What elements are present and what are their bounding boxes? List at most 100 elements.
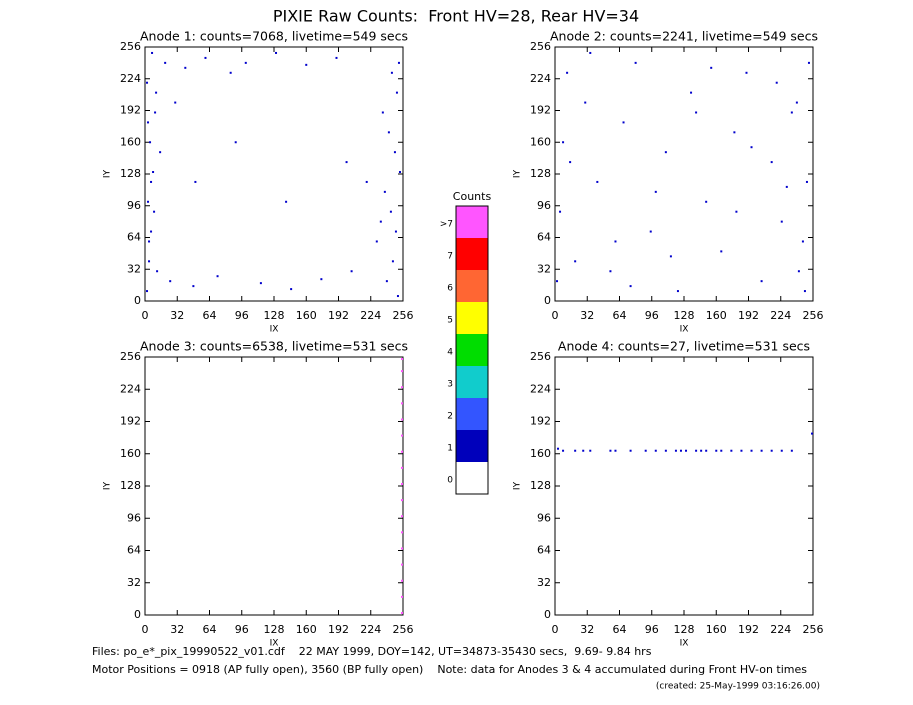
x-tick-label: 224 (360, 309, 381, 322)
panel-title: Anode 2: counts=2241, livetime=549 secs (550, 29, 818, 44)
x-tick-label: 96 (645, 309, 659, 322)
panel-title: Anode 1: counts=7068, livetime=549 secs (140, 29, 408, 44)
point (400, 515, 403, 518)
colorbar-label: 5 (447, 316, 453, 326)
plot-frame (554, 356, 814, 616)
x-tick-label: 192 (738, 623, 759, 636)
point (780, 220, 783, 223)
colorbar-label: >7 (440, 220, 453, 230)
point (654, 190, 657, 193)
point (700, 449, 703, 452)
y-tick-label: 64 (537, 231, 551, 244)
x-axis-label: IX (270, 639, 279, 649)
point (152, 171, 155, 174)
x-tick-label: 256 (393, 623, 414, 636)
x-tick-label: 160 (706, 623, 727, 636)
point (589, 51, 592, 54)
point (695, 449, 698, 452)
footer-motor: Motor Positions = 0918 (AP fully open), … (92, 663, 807, 676)
point (810, 432, 813, 435)
point (395, 91, 398, 94)
x-axis-label: IX (680, 325, 689, 335)
point (705, 200, 708, 203)
y-axis-label: IY (513, 169, 523, 178)
point (562, 449, 565, 452)
y-tick-label: 192 (120, 415, 141, 428)
point (790, 449, 793, 452)
y-tick-label: 224 (120, 72, 141, 85)
x-tick-label: 32 (170, 309, 184, 322)
x-tick-label: 0 (552, 623, 559, 636)
y-tick-label: 32 (127, 262, 141, 275)
colorbar-swatch (456, 334, 488, 366)
point (375, 240, 378, 243)
point (720, 250, 723, 253)
y-tick-label: 32 (537, 576, 551, 589)
colorbar-swatch (456, 462, 488, 494)
colorbar-label: 2 (447, 412, 453, 422)
point (797, 270, 800, 273)
colorbar-swatch (456, 238, 488, 270)
x-tick-label: 128 (674, 309, 695, 322)
point (400, 434, 403, 437)
point (589, 449, 592, 452)
point (400, 358, 403, 361)
x-tick-label: 160 (706, 309, 727, 322)
colorbar-swatch (456, 430, 488, 462)
y-axis-label: IY (103, 169, 113, 178)
point (400, 450, 403, 453)
point (556, 280, 559, 283)
point (389, 210, 392, 213)
point (710, 66, 713, 69)
point (614, 449, 617, 452)
colorbar-swatch (456, 206, 488, 238)
y-tick-label: 192 (530, 104, 551, 117)
x-tick-label: 128 (674, 623, 695, 636)
y-tick-label: 192 (120, 104, 141, 117)
point (664, 151, 667, 154)
x-tick-label: 32 (170, 623, 184, 636)
colorbar-label: 3 (447, 380, 453, 390)
point (780, 449, 783, 452)
colorbar-label: 1 (447, 444, 453, 454)
point (275, 51, 278, 54)
point (234, 141, 237, 144)
point (350, 270, 353, 273)
footer-created: (created: 25-May-1999 03:16:26.00) (656, 682, 820, 692)
point (400, 547, 403, 550)
point (146, 81, 149, 84)
point (365, 180, 368, 183)
point (391, 260, 394, 263)
point (664, 449, 667, 452)
point (685, 449, 688, 452)
point (705, 449, 708, 452)
point (148, 260, 151, 263)
point (290, 288, 293, 291)
y-tick-label: 64 (127, 544, 141, 557)
colorbar-label: 4 (447, 348, 453, 358)
point (385, 280, 388, 283)
point (582, 449, 585, 452)
colorbar-swatch (456, 366, 488, 398)
point (566, 71, 569, 74)
x-tick-label: 160 (296, 309, 317, 322)
y-tick-label: 128 (530, 167, 551, 180)
point (285, 200, 288, 203)
point (785, 185, 788, 188)
point (634, 61, 637, 64)
y-tick-label: 256 (120, 350, 141, 363)
point (720, 449, 723, 452)
point (394, 230, 397, 233)
point (244, 61, 247, 64)
point (146, 290, 149, 293)
point (735, 210, 738, 213)
y-tick-label: 64 (537, 544, 551, 557)
y-axis-label: IY (513, 481, 523, 490)
point (390, 71, 393, 74)
x-tick-label: 0 (142, 623, 149, 636)
y-tick-label: 96 (537, 511, 551, 524)
point (204, 56, 207, 59)
point (174, 101, 177, 104)
y-tick-label: 160 (530, 135, 551, 148)
